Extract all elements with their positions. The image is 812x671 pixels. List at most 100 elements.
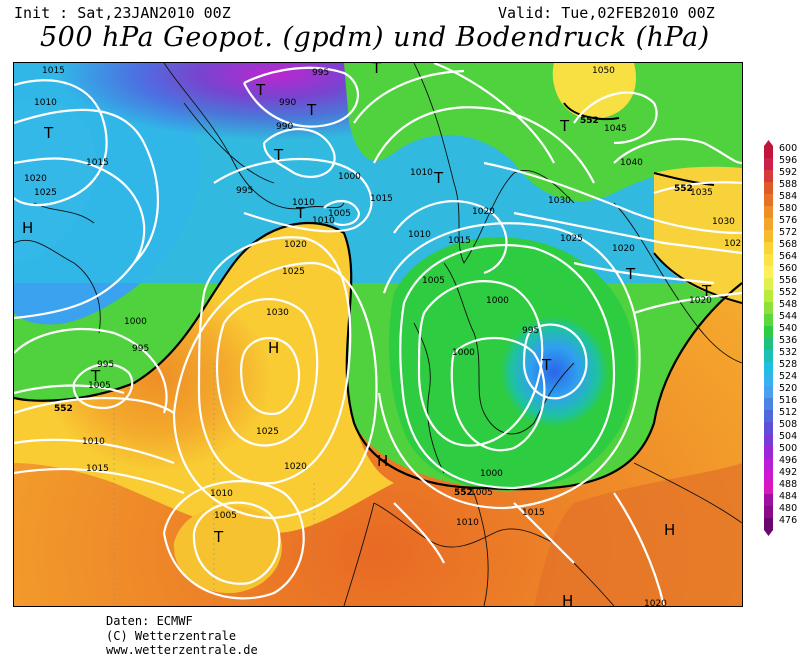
weather-map: 1015 1010 1015 1020 1025 995 990 990 995… xyxy=(13,62,743,607)
svg-text:1020: 1020 xyxy=(284,462,307,472)
svg-text:1000: 1000 xyxy=(338,172,361,182)
legend-value: 536 xyxy=(779,335,797,346)
legend-swatch xyxy=(764,422,773,434)
svg-text:1030: 1030 xyxy=(266,308,289,318)
legend-value: 600 xyxy=(779,143,797,154)
legend-swatch xyxy=(764,446,773,458)
svg-text:1010: 1010 xyxy=(210,489,233,499)
svg-text:1005: 1005 xyxy=(88,381,111,391)
svg-text:990: 990 xyxy=(279,98,296,108)
legend-swatch xyxy=(764,290,773,302)
svg-text:1015: 1015 xyxy=(86,464,109,474)
legend-swatch xyxy=(764,458,773,470)
legend-value: 576 xyxy=(779,215,797,226)
svg-text:1025: 1025 xyxy=(256,427,279,437)
svg-text:T: T xyxy=(701,282,712,300)
legend-value: 544 xyxy=(779,311,797,322)
svg-text:T: T xyxy=(306,101,317,119)
legend-swatch xyxy=(764,362,773,374)
svg-text:552: 552 xyxy=(580,116,599,126)
svg-text:T: T xyxy=(541,356,552,374)
svg-text:552: 552 xyxy=(454,488,473,498)
svg-text:1020: 1020 xyxy=(24,174,47,184)
svg-text:1050: 1050 xyxy=(592,66,615,76)
legend-value: 500 xyxy=(779,443,797,454)
svg-text:T: T xyxy=(273,146,284,164)
svg-text:1005: 1005 xyxy=(214,511,237,521)
legend-value: 584 xyxy=(779,191,797,202)
svg-text:1020: 1020 xyxy=(284,240,307,250)
svg-text:1010: 1010 xyxy=(410,168,433,178)
svg-text:T: T xyxy=(433,169,444,187)
svg-text:1000: 1000 xyxy=(480,469,503,479)
svg-text:T: T xyxy=(625,265,636,283)
svg-text:1010: 1010 xyxy=(456,518,479,528)
svg-text:T: T xyxy=(90,367,101,385)
svg-text:1015: 1015 xyxy=(42,66,65,76)
legend-swatch xyxy=(764,338,773,350)
legend-value: 548 xyxy=(779,299,797,310)
credits: Daten: ECMWF (C) Wetterzentrale www.wett… xyxy=(106,614,258,658)
legend-swatch xyxy=(764,350,773,362)
svg-text:H: H xyxy=(22,219,33,237)
svg-text:1010: 1010 xyxy=(34,98,57,108)
svg-text:T: T xyxy=(295,204,306,222)
legend-bottom-arrow xyxy=(764,530,773,536)
legend-swatch xyxy=(764,326,773,338)
svg-text:1020: 1020 xyxy=(689,296,712,306)
legend-value: 540 xyxy=(779,323,797,334)
legend-swatch xyxy=(764,146,773,158)
svg-text:1020: 1020 xyxy=(644,599,667,606)
legend-swatch xyxy=(764,482,773,494)
legend-value: 560 xyxy=(779,263,797,274)
svg-text:990: 990 xyxy=(276,122,293,132)
legend-swatch xyxy=(764,434,773,446)
legend-swatch xyxy=(764,242,773,254)
legend-swatch xyxy=(764,302,773,314)
legend-value: 480 xyxy=(779,503,797,514)
svg-text:1010: 1010 xyxy=(292,198,315,208)
legend-value: 520 xyxy=(779,383,797,394)
legend-swatch xyxy=(764,218,773,230)
svg-text:1030: 1030 xyxy=(712,217,735,227)
legend-value: 512 xyxy=(779,407,797,418)
svg-text:H: H xyxy=(377,452,388,470)
legend-value: 484 xyxy=(779,491,797,502)
legend-value: 504 xyxy=(779,431,797,442)
legend-value: 592 xyxy=(779,167,797,178)
svg-text:1020: 1020 xyxy=(612,244,635,254)
svg-text:1015: 1015 xyxy=(522,508,545,518)
legend-value: 496 xyxy=(779,455,797,466)
legend-swatch xyxy=(764,158,773,170)
legend-swatch xyxy=(764,278,773,290)
svg-text:1025: 1025 xyxy=(560,234,583,244)
legend-value: 528 xyxy=(779,359,797,370)
svg-text:1010: 1010 xyxy=(312,216,335,226)
svg-text:1025: 1025 xyxy=(34,188,57,198)
legend-swatch xyxy=(764,206,773,218)
svg-text:1025: 1025 xyxy=(282,267,305,277)
map-title: 500 hPa Geopot. (gpdm) und Bodendruck (h… xyxy=(40,22,710,53)
legend-top-arrow xyxy=(764,140,773,146)
legend-value: 492 xyxy=(779,467,797,478)
legend-value: 572 xyxy=(779,227,797,238)
legend-value: 588 xyxy=(779,179,797,190)
svg-text:1005: 1005 xyxy=(470,488,493,498)
legend-scale: 6005965925885845805765725685645605565525… xyxy=(764,140,797,536)
website-link[interactable]: www.wetterzentrale.de xyxy=(106,643,258,657)
legend-value: 580 xyxy=(779,203,797,214)
svg-text:1005: 1005 xyxy=(422,276,445,286)
svg-text:1015: 1015 xyxy=(370,194,393,204)
svg-text:T: T xyxy=(559,117,570,135)
data-source: Daten: ECMWF xyxy=(106,614,193,628)
legend-swatch xyxy=(764,266,773,278)
svg-text:1000: 1000 xyxy=(452,348,475,358)
legend-swatch xyxy=(764,254,773,266)
legend-swatch xyxy=(764,506,773,518)
legend-value: 596 xyxy=(779,155,797,166)
svg-text:1030: 1030 xyxy=(548,196,571,206)
color-legend: 600 596 592 588 584 580 576 572 568 564 560 556 552 5… xyxy=(764,140,804,536)
legend-value: 564 xyxy=(779,251,797,262)
svg-text:T: T xyxy=(43,124,54,142)
svg-text:1015: 1015 xyxy=(448,236,471,246)
